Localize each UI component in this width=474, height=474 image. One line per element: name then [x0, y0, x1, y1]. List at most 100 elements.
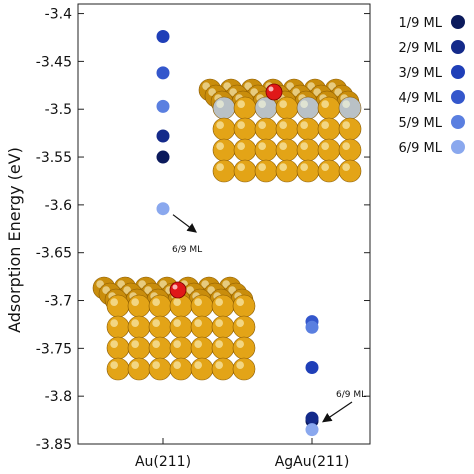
- au-atom-highlight: [237, 100, 245, 108]
- data-point: [156, 129, 170, 143]
- au-atom: [338, 138, 362, 162]
- au-atom-highlight: [131, 298, 139, 306]
- data-point: [156, 150, 170, 164]
- data-point: [156, 99, 170, 113]
- au-atom-highlight: [300, 121, 308, 129]
- au-atom-highlight: [110, 361, 118, 369]
- annotations: 6/9 ML 6/9 ML: [172, 214, 366, 423]
- au-atom-highlight: [131, 340, 139, 348]
- au-atom-highlight: [173, 319, 181, 327]
- au-atom-highlight: [321, 163, 329, 171]
- au-atom-highlight: [279, 142, 287, 150]
- au-atom-highlight: [236, 298, 244, 306]
- au211-slab-illustration: [92, 276, 256, 381]
- au-atom-highlight: [321, 142, 329, 150]
- au-atom-highlight: [216, 142, 224, 150]
- y-tick-label: -3.45: [36, 54, 72, 70]
- au-atom: [232, 336, 256, 360]
- au-atom-highlight: [152, 298, 160, 306]
- y-tick-label: -3.5: [45, 102, 72, 118]
- au-atom-highlight: [215, 361, 223, 369]
- annotation-label: 6/9 ML: [336, 390, 366, 400]
- ag-atom: [338, 96, 362, 120]
- au-atom-highlight: [173, 361, 181, 369]
- legend-label: 1/9 ML: [398, 16, 442, 31]
- au-atom-highlight: [342, 163, 350, 171]
- au-atom: [127, 336, 151, 360]
- au-atom: [169, 357, 193, 381]
- ag-atom-highlight: [300, 100, 308, 108]
- au-atom: [296, 117, 320, 141]
- au-atom: [233, 138, 257, 162]
- au-atom-highlight: [215, 340, 223, 348]
- au-atom-highlight: [110, 298, 118, 306]
- au-atom-highlight: [216, 163, 224, 171]
- au-atom-highlight: [215, 298, 223, 306]
- data-points: [156, 30, 319, 437]
- legend-label: 2/9 ML: [398, 41, 442, 56]
- plot-border: [77, 3, 371, 445]
- au-atom: [233, 117, 257, 141]
- au-atom: [254, 138, 278, 162]
- au-atom-highlight: [152, 340, 160, 348]
- au-atom-highlight: [258, 142, 266, 150]
- au-atom-highlight: [236, 319, 244, 327]
- y-tick-label: -3.55: [36, 150, 72, 166]
- plot-area: [77, 3, 371, 445]
- au-atom: [148, 294, 172, 318]
- ag-atom: [296, 96, 320, 120]
- ag-atom-highlight: [342, 100, 350, 108]
- au-atom: [127, 357, 151, 381]
- au-atom-highlight: [173, 298, 181, 306]
- au-atom: [169, 294, 193, 318]
- au-atom-highlight: [342, 142, 350, 150]
- au-atom: [211, 357, 235, 381]
- au-atom: [232, 357, 256, 381]
- au-atom-highlight: [321, 100, 329, 108]
- au-atom: [296, 138, 320, 162]
- au-atom: [232, 294, 256, 318]
- au-atom: [148, 315, 172, 339]
- y-tick-label: -3.7: [45, 294, 72, 310]
- legend-label: 5/9 ML: [398, 116, 442, 131]
- data-point: [305, 360, 319, 374]
- y-tick-label: -3.75: [36, 341, 72, 357]
- au-atom: [275, 117, 299, 141]
- au-atom: [212, 138, 236, 162]
- au-atom: [148, 336, 172, 360]
- legend-marker: [451, 65, 465, 79]
- au-atom-highlight: [237, 121, 245, 129]
- data-point: [305, 411, 319, 425]
- au-atom: [211, 336, 235, 360]
- au-atom: [338, 159, 362, 183]
- au-atom: [254, 159, 278, 183]
- au-atom: [190, 336, 214, 360]
- y-tick-label: -3.85: [36, 437, 72, 453]
- au-atom-highlight: [300, 142, 308, 150]
- au-atom: [148, 357, 172, 381]
- au-atom-highlight: [110, 340, 118, 348]
- legend-label: 3/9 ML: [398, 66, 442, 81]
- adsorbate-highlight: [268, 86, 274, 92]
- x-axis-ticks: Au(211) AgAu(211): [135, 438, 349, 470]
- data-point: [156, 66, 170, 80]
- x-tick-label: AgAu(211): [275, 454, 350, 470]
- au-atom: [212, 159, 236, 183]
- au-atom-highlight: [152, 361, 160, 369]
- au-atom-highlight: [237, 163, 245, 171]
- au-atom: [233, 96, 257, 120]
- au-atom-highlight: [194, 361, 202, 369]
- au-atom: [106, 357, 130, 381]
- au-atom-highlight: [216, 121, 224, 129]
- au-atom: [190, 315, 214, 339]
- adsorbate-atom: [265, 83, 283, 101]
- y-tick-label: -3.6: [45, 198, 72, 214]
- au-atom: [106, 336, 130, 360]
- au-atom: [317, 96, 341, 120]
- y-tick-label: -3.65: [36, 246, 72, 262]
- au-atom: [275, 138, 299, 162]
- au-atom: [317, 117, 341, 141]
- au-atom-highlight: [300, 163, 308, 171]
- au-atom: [169, 336, 193, 360]
- au-atom: [169, 315, 193, 339]
